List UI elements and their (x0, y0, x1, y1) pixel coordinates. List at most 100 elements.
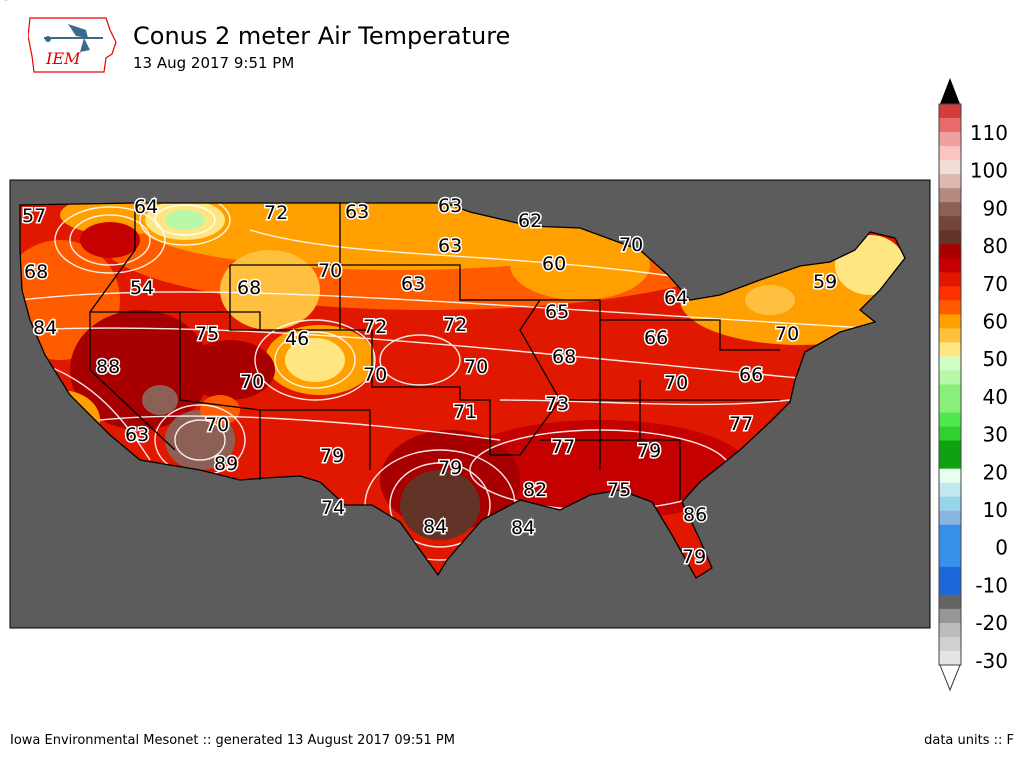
colorbar-band (939, 230, 961, 245)
station-temp-label: 60 (542, 253, 566, 275)
colorbar-band (939, 594, 961, 610)
colorbar-max-arrow (940, 78, 960, 104)
colorbar-band (939, 244, 961, 259)
station-labels: 57 64 72 63 63 63 62 70 68 54 68 70 63 60 64 59 84 75 46 72… (0, 0, 839, 570)
station-temp-label: 71 (453, 401, 477, 423)
station-temp-label: 62 (518, 210, 542, 232)
colorbar-tick-label: -30 (975, 649, 1008, 673)
colorbar-tick-label: 40 (983, 385, 1008, 409)
station-temp-label: 63 (438, 195, 462, 217)
colorbar-tick-label: -20 (975, 611, 1008, 635)
colorbar-tick-label: 10 (983, 498, 1008, 522)
station-temp-label: 74 (321, 497, 345, 519)
station-temp-label: 57 (22, 205, 46, 227)
colorbar-band (939, 552, 961, 568)
station-temp-label: 88 (96, 356, 120, 378)
colorbar-band (939, 328, 961, 343)
colorbar-band (939, 202, 961, 217)
station-temp-label: 59 (813, 271, 837, 293)
colorbar-band (939, 650, 961, 666)
data-units: data units :: F (924, 733, 1014, 748)
colorbar-tick-label: 90 (983, 196, 1008, 220)
station-temp-label: 63 (438, 235, 462, 257)
colorbar-tick-label: 20 (983, 460, 1008, 484)
colorbar-band (939, 342, 961, 357)
colorbar-band (939, 468, 961, 484)
colorbar-tick-label: -10 (975, 573, 1008, 597)
station-temp-label: 70 (775, 323, 799, 345)
station-temp-label: 75 (195, 323, 219, 345)
colorbar-band (939, 496, 961, 512)
colorbar-band (939, 188, 961, 203)
colorbar-band (939, 636, 961, 652)
station-temp-label: 77 (551, 436, 575, 458)
colorbar-band (939, 482, 961, 498)
colorbar-tick-label: 60 (983, 310, 1008, 334)
station-temp-label: 68 (552, 346, 576, 368)
station-temp-label: 75 (607, 479, 631, 501)
station-temp-label: 84 (423, 516, 447, 538)
colorbar-band (939, 286, 961, 301)
station-temp-label: 70 (363, 364, 387, 386)
colorbar-band (939, 174, 961, 189)
colorbar-tick-label: 70 (983, 272, 1008, 296)
colorbar-band (939, 160, 961, 175)
colorbar-band (939, 300, 961, 315)
colorbar-band (939, 510, 961, 526)
station-temp-label: 72 (363, 316, 387, 338)
station-temp-label: 72 (443, 314, 467, 336)
station-temp-label: 68 (24, 261, 48, 283)
colorbar-tick-label: 30 (983, 423, 1008, 447)
colorbar-band (939, 132, 961, 147)
station-temp-label: 84 (511, 517, 535, 539)
colorbar-min-arrow (939, 664, 961, 692)
station-temp-label: 79 (320, 445, 344, 467)
station-temp-label: 68 (237, 277, 261, 299)
footer-credit: Iowa Environmental Mesonet :: generated … (10, 733, 455, 748)
colorbar-band (939, 454, 961, 470)
colorbar-band (939, 538, 961, 554)
colorbar-band (939, 426, 961, 442)
timestamp: 13 Aug 2017 9:51 PM (133, 54, 295, 72)
station-temp-label: 54 (130, 277, 154, 299)
station-temp-label: 89 (214, 453, 238, 475)
colorbar-tick-label: 50 (983, 347, 1008, 371)
station-temp-label: 70 (619, 234, 643, 256)
colorbar-band (939, 384, 961, 400)
station-temp-label: 79 (637, 440, 661, 462)
station-temp-label: 72 (264, 202, 288, 224)
station-temp-label: 70 (464, 356, 488, 378)
colorbar-band (939, 622, 961, 638)
iem-logo: IEM (27, 16, 118, 80)
station-temp-label: 81 (0, 0, 24, 5)
station-temp-label: 46 (285, 328, 309, 350)
colorbar-band (939, 412, 961, 428)
station-temp-label: 79 (682, 546, 706, 568)
station-temp-label: 66 (644, 327, 668, 349)
station-temp-label: 73 (545, 393, 569, 415)
station-temp-label: 70 (664, 372, 688, 394)
station-temp-label: 65 (545, 301, 569, 323)
station-temp-label: 64 (134, 196, 158, 218)
colorbar-band (939, 398, 961, 414)
colorbar-band (939, 356, 961, 371)
page-title: Conus 2 meter Air Temperature (133, 22, 511, 50)
station-temp-label: 63 (401, 273, 425, 295)
station-temp-label: 84 (33, 317, 57, 339)
colorbar-band (939, 440, 961, 456)
svg-text:IEM: IEM (45, 49, 81, 68)
station-temp-label: 70 (318, 260, 342, 282)
station-temp-label: 63 (345, 201, 369, 223)
station-temp-label: 86 (683, 504, 707, 526)
station-temp-label: 66 (739, 364, 763, 386)
colorbar-band (939, 580, 961, 596)
colorbar-band (939, 118, 961, 133)
station-temp-label: 70 (205, 414, 229, 436)
station-temp-label: 82 (523, 479, 547, 501)
colorbar-band (939, 524, 961, 540)
state-borders (19, 202, 906, 579)
colorbar-tick-label: 80 (983, 234, 1008, 258)
colorbar-band (939, 370, 961, 385)
